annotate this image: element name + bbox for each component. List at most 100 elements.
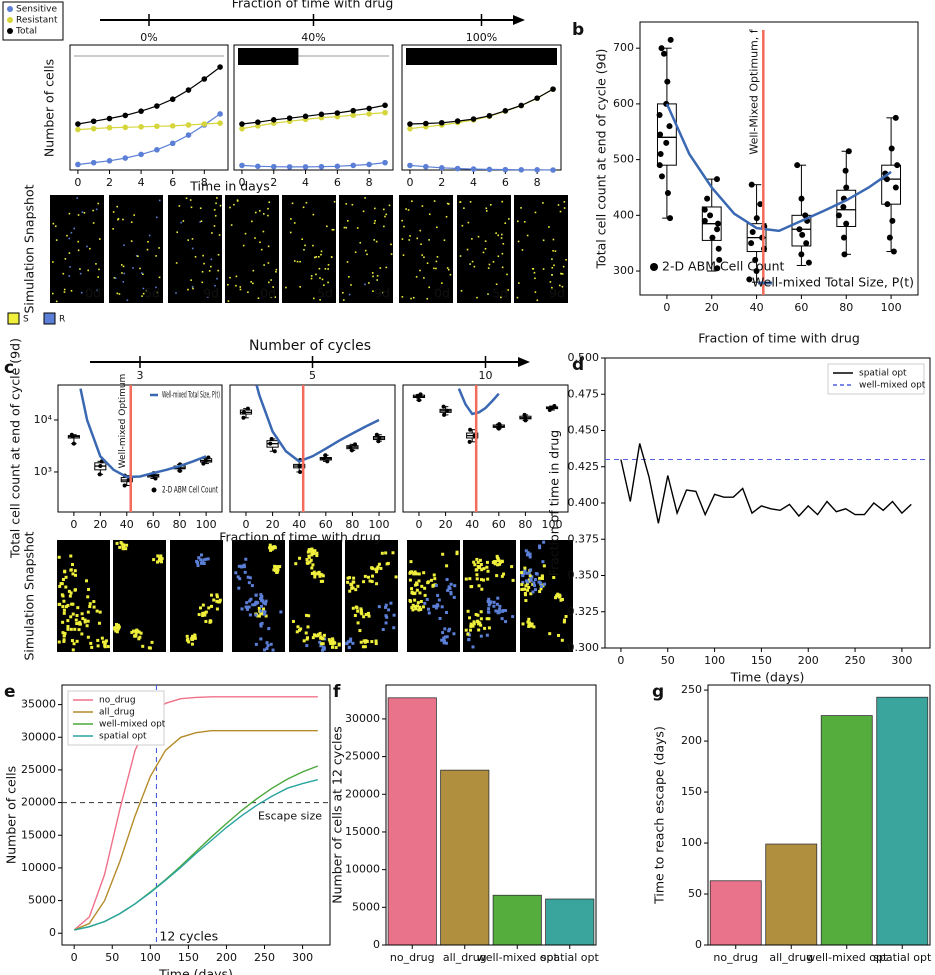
snapshot-cell xyxy=(527,571,531,575)
snapshot-cell xyxy=(436,593,440,597)
snapshot-cell xyxy=(114,277,117,279)
snapshot-cell xyxy=(227,283,229,286)
snapshot-cell xyxy=(199,221,202,223)
snapshot-cell xyxy=(118,545,122,549)
x-tick-label: 4 xyxy=(138,176,145,189)
y-tick-label: 500 xyxy=(613,153,634,166)
snapshot-cell xyxy=(239,288,242,291)
snapshot-cell xyxy=(522,572,526,576)
snapshot-cell xyxy=(317,255,320,258)
x-tick-label: 100 xyxy=(140,951,161,964)
snapshot-cell xyxy=(351,203,354,206)
data-point xyxy=(382,102,388,109)
snapshot-cell xyxy=(417,608,421,612)
y-tick-label: 0.325 xyxy=(568,605,600,618)
snapshot-cell xyxy=(83,212,86,214)
snapshot-cell xyxy=(272,286,274,288)
plot-frame xyxy=(639,21,919,296)
snapshot-cell xyxy=(202,561,206,565)
x-tick-label: all_drug xyxy=(769,951,813,964)
snapshot-cell xyxy=(332,229,335,231)
snapshot-cell xyxy=(117,625,121,629)
y-axis-label: Number of cells at 12 cycles xyxy=(330,726,345,903)
snapshot-cell xyxy=(86,635,90,639)
cell-count-point xyxy=(709,234,716,241)
snapshot-cell xyxy=(447,629,451,633)
y-axis-label: Number of cells xyxy=(4,766,19,864)
snapshot-cell xyxy=(389,601,393,605)
snapshot-cell xyxy=(410,297,412,300)
snapshot-cell xyxy=(392,626,396,630)
snapshot-cell xyxy=(484,248,487,250)
y-tick-label: 300 xyxy=(613,264,634,277)
cell-count-point xyxy=(272,449,277,454)
snapshot-cell xyxy=(266,644,270,648)
y-tick-label: 10000 xyxy=(21,861,56,874)
snapshot-cell xyxy=(66,627,70,631)
snapshot-cell xyxy=(83,620,87,624)
snapshot-cell xyxy=(275,270,277,273)
snapshot-cell xyxy=(259,637,263,641)
snapshot-cell xyxy=(421,254,423,256)
snapshot-cell xyxy=(390,243,392,246)
snapshot-cell xyxy=(538,544,542,548)
cell-count-point xyxy=(376,439,381,444)
snapshot-cell xyxy=(55,300,58,303)
snapshot-cell xyxy=(103,645,107,649)
snapshot-cell xyxy=(385,615,389,619)
snapshot-cell xyxy=(257,606,261,610)
x-tick-label: 8 xyxy=(366,176,373,189)
snapshot-cell xyxy=(215,595,219,599)
snapshot-cell xyxy=(323,284,325,286)
snapshot-cell xyxy=(443,635,447,639)
optimum-label: Well-mixed Optimum xyxy=(118,374,128,469)
y-axis-label: Fraction of time in drug xyxy=(547,430,562,576)
snapshot-cell xyxy=(215,593,219,597)
x-tick-label: 150 xyxy=(751,654,772,667)
snapshot-cell xyxy=(343,226,346,229)
snapshot-cell xyxy=(191,247,194,250)
snapshot-cell xyxy=(312,552,316,556)
snapshot-cell xyxy=(379,566,383,570)
snapshot-cell xyxy=(542,268,545,270)
data-point xyxy=(518,102,525,109)
snapshot-cell xyxy=(75,639,79,643)
snapshot-cell xyxy=(487,597,491,601)
data-point xyxy=(185,87,192,93)
plot-frame xyxy=(401,44,562,171)
well-mixed-curve xyxy=(457,388,500,416)
snapshot-cell xyxy=(495,602,499,606)
cell-count-point xyxy=(714,220,721,227)
arrow-head xyxy=(518,357,530,367)
snapshot-cell xyxy=(112,211,115,213)
data-point xyxy=(90,125,97,132)
snapshot-cell xyxy=(73,569,77,573)
snapshot-cell xyxy=(317,572,321,576)
snapshot-cell xyxy=(384,621,388,625)
y-axis-label: Total cell count at end of cycle (9d) xyxy=(8,338,23,559)
plot-frame xyxy=(61,684,331,946)
snapshot-cell xyxy=(413,598,417,602)
snapshot-cell xyxy=(77,628,81,632)
snapshot-cell xyxy=(376,279,378,281)
snapshot-cell xyxy=(359,640,363,644)
snapshot-cell xyxy=(529,577,533,581)
snapshot-cell xyxy=(445,564,449,568)
snapshot-cell xyxy=(421,605,425,609)
snapshot-cell xyxy=(421,205,424,207)
snapshot-cell xyxy=(193,636,197,640)
x-tick-label: 20 xyxy=(439,518,453,531)
data-point xyxy=(154,146,160,153)
snapshot-cell xyxy=(254,211,257,214)
snapshot-cell xyxy=(264,614,268,618)
snapshot-cell xyxy=(482,567,486,571)
snapshot-cell xyxy=(468,616,472,620)
snapshot-cell xyxy=(390,253,393,255)
snapshot-cell xyxy=(347,646,351,650)
snapshot-cell xyxy=(525,553,529,557)
legend-label: spatial opt xyxy=(99,732,147,742)
data-point xyxy=(138,151,144,158)
snapshot-cell xyxy=(466,609,470,613)
snapshot-cell xyxy=(471,624,475,628)
snapshot-cell xyxy=(150,640,154,644)
